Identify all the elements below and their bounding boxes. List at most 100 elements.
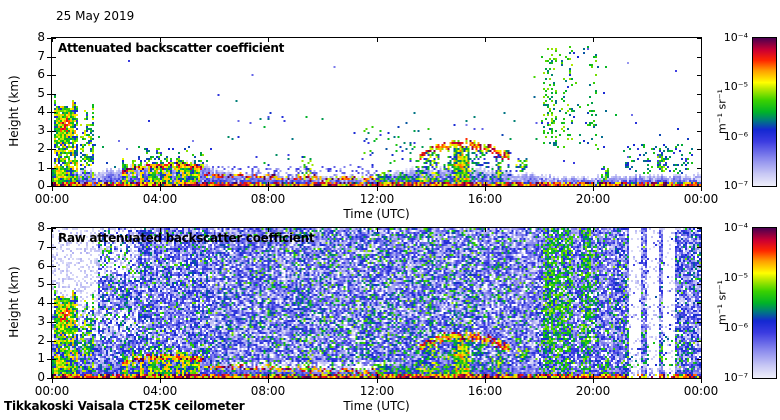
y-tick-mark: [47, 341, 52, 342]
x-tick-mark: [377, 182, 378, 186]
y-tick-mark: [697, 75, 701, 76]
panel-title-raw: Raw attenuated backscatter coefficient: [58, 231, 315, 245]
x-tick-mark: [593, 182, 594, 186]
x-tick-mark: [268, 228, 269, 232]
x-tick-mark: [485, 38, 486, 42]
y-tick-label: 1: [37, 160, 45, 174]
y-tick-mark: [52, 247, 56, 248]
x-tick-mark: [701, 228, 702, 232]
y-tick-label: 0: [37, 370, 45, 384]
x-axis-label: Time (UTC): [343, 207, 410, 221]
colorbar-tick-label: 10⁻⁴: [723, 31, 748, 44]
y-tick-mark: [52, 303, 56, 304]
y-tick-mark: [52, 131, 56, 132]
colorbar-tick-label: 10⁻⁷: [723, 371, 748, 384]
y-tick-mark: [697, 131, 701, 132]
y-tick-mark: [47, 149, 52, 150]
colorbar-canvas: [753, 38, 776, 186]
y-tick-label: 2: [37, 333, 45, 347]
x-tick-mark: [485, 374, 486, 378]
y-tick-mark: [52, 378, 56, 379]
y-tick-mark: [47, 131, 52, 132]
y-tick-mark: [697, 378, 701, 379]
x-tick-mark: [52, 228, 53, 232]
y-tick-label: 4: [37, 104, 45, 118]
colorbar-tick-label: 10⁻⁷: [723, 179, 748, 192]
x-tick-mark: [701, 182, 702, 186]
x-tick-label: 16:00: [467, 192, 503, 206]
x-tick-mark: [377, 379, 378, 383]
colorbar-unit-label: m⁻¹ sr⁻¹: [715, 280, 729, 325]
x-tick-mark: [485, 187, 486, 191]
x-tick-mark: [160, 379, 161, 383]
y-tick-mark: [47, 378, 52, 379]
colorbar-tick-label: 10⁻⁵: [723, 80, 748, 93]
colorbar-canvas: [753, 228, 776, 378]
y-tick-mark: [52, 38, 56, 39]
x-tick-mark: [160, 38, 161, 42]
x-tick-mark: [377, 187, 378, 191]
y-tick-mark: [697, 247, 701, 248]
y-tick-label: 5: [37, 276, 45, 290]
y-tick-mark: [47, 303, 52, 304]
x-tick-mark: [52, 38, 53, 42]
x-tick-mark: [268, 187, 269, 191]
x-tick-label: 04:00: [142, 384, 178, 398]
x-tick-mark: [701, 379, 702, 383]
x-axis-label: Time (UTC): [343, 399, 410, 413]
x-tick-label: 20:00: [575, 192, 611, 206]
x-tick-mark: [485, 228, 486, 232]
x-tick-mark: [701, 374, 702, 378]
x-tick-mark: [160, 228, 161, 232]
y-tick-mark: [47, 247, 52, 248]
x-tick-mark: [593, 374, 594, 378]
x-tick-mark: [268, 379, 269, 383]
y-tick-label: 8: [37, 30, 45, 44]
x-tick-label: 08:00: [250, 192, 286, 206]
y-tick-mark: [697, 57, 701, 58]
colorbar-tick-label: 10⁻⁶: [723, 130, 748, 143]
panel-title-attenuated: Attenuated backscatter coefficient: [58, 41, 285, 55]
y-tick-mark: [52, 112, 56, 113]
y-tick-mark: [52, 75, 56, 76]
x-tick-label: 00:00: [34, 384, 70, 398]
y-tick-mark: [52, 359, 56, 360]
y-tick-mark: [697, 186, 701, 187]
y-tick-mark: [47, 38, 52, 39]
x-tick-mark: [268, 182, 269, 186]
x-tick-mark: [52, 374, 53, 378]
x-tick-mark: [160, 182, 161, 186]
x-tick-label: 20:00: [575, 384, 611, 398]
y-tick-label: 4: [37, 295, 45, 309]
y-tick-mark: [697, 38, 701, 39]
x-tick-mark: [593, 379, 594, 383]
y-tick-label: 7: [37, 239, 45, 253]
y-tick-mark: [52, 186, 56, 187]
x-tick-mark: [377, 374, 378, 378]
y-tick-mark: [47, 322, 52, 323]
y-tick-mark: [52, 266, 56, 267]
y-tick-mark: [697, 228, 701, 229]
colorbar-tick-label: 10⁻⁴: [723, 221, 748, 234]
x-tick-mark: [52, 182, 53, 186]
y-tick-mark: [52, 149, 56, 150]
y-tick-label: 3: [37, 123, 45, 137]
x-tick-mark: [160, 374, 161, 378]
y-tick-label: 3: [37, 314, 45, 328]
y-tick-mark: [47, 266, 52, 267]
y-tick-mark: [697, 112, 701, 113]
y-tick-mark: [47, 359, 52, 360]
y-tick-mark: [52, 322, 56, 323]
x-tick-label: 12:00: [359, 192, 395, 206]
y-tick-label: 2: [37, 141, 45, 155]
y-tick-mark: [47, 112, 52, 113]
y-tick-label: 5: [37, 86, 45, 100]
x-tick-mark: [485, 379, 486, 383]
x-tick-label: 00:00: [683, 192, 719, 206]
y-tick-mark: [697, 359, 701, 360]
date-label: 25 May 2019: [56, 9, 135, 23]
y-tick-mark: [47, 186, 52, 187]
x-tick-mark: [593, 228, 594, 232]
y-tick-mark: [52, 94, 56, 95]
x-tick-label: 16:00: [467, 384, 503, 398]
